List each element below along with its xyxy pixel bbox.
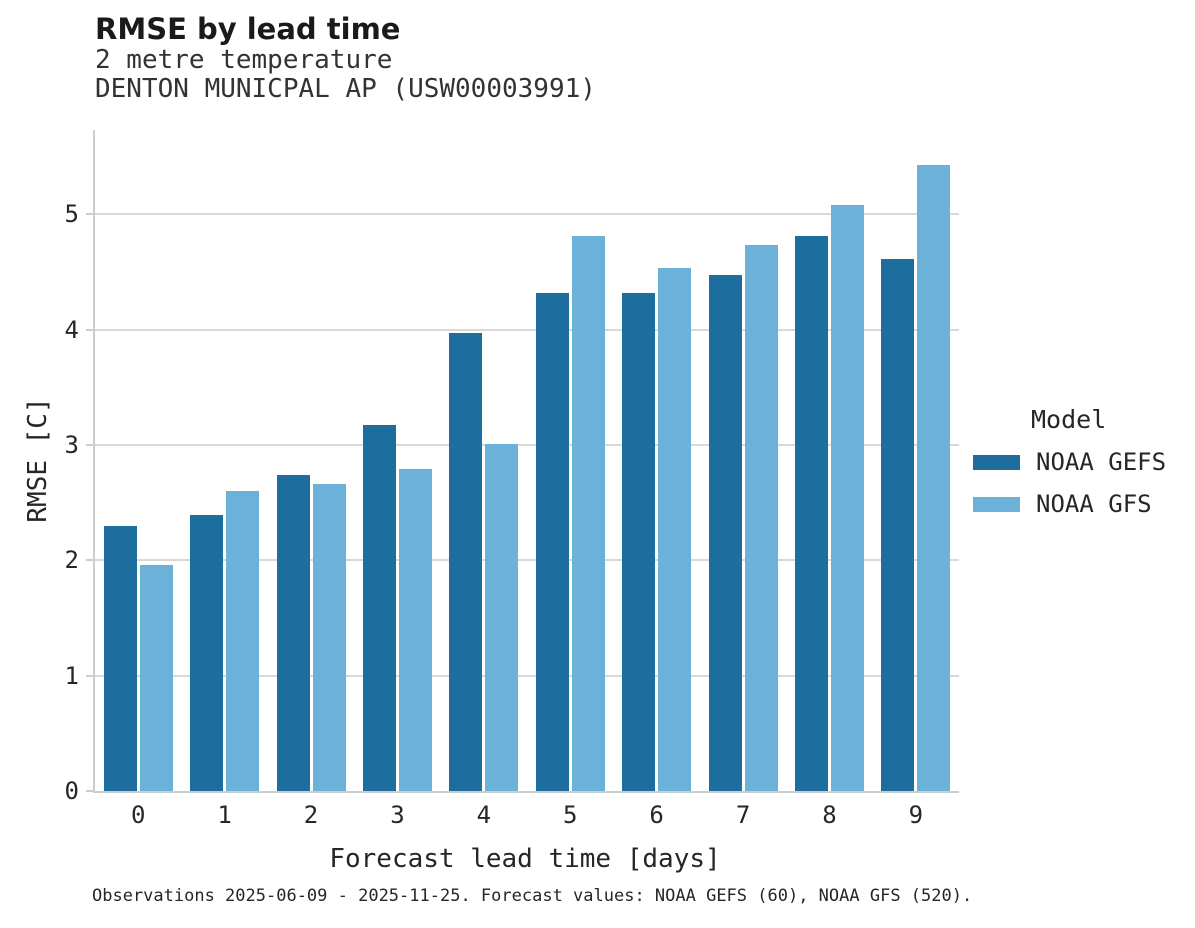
bar-group-day-0: 0 — [95, 130, 181, 827]
bar-noaa-gefs-day-8 — [794, 236, 828, 791]
bar-group-day-9: 9 — [873, 130, 959, 827]
x-tick-label-8: 8 — [822, 801, 837, 829]
bar-noaa-gefs-day-2 — [276, 474, 310, 791]
y-tick-3 — [86, 443, 93, 446]
caption: Observations 2025-06-09 - 2025-11-25. Fo… — [92, 886, 973, 906]
x-tick-label-9: 9 — [908, 801, 924, 829]
chart-title: RMSE by lead time — [95, 12, 401, 46]
bar-noaa-gfs-day-4 — [485, 443, 519, 791]
y-tick-5 — [86, 213, 93, 216]
x-tick-label-7: 7 — [735, 801, 751, 829]
gridline-1 — [95, 674, 959, 677]
y-tick-label-2: 2 — [64, 546, 79, 575]
bar-noaa-gefs-day-4 — [449, 333, 483, 791]
gridline-2 — [95, 559, 959, 562]
bar-noaa-gfs-day-2 — [312, 484, 346, 791]
y-tick-label-1: 1 — [64, 661, 79, 690]
bar-group-day-7: 7 — [700, 130, 786, 827]
bar-noaa-gfs-day-0 — [139, 564, 173, 791]
x-tick-label-5: 5 — [563, 801, 578, 829]
bar-noaa-gefs-day-7 — [708, 275, 742, 791]
chart-subtitle-variable: 2 metre temperature — [95, 45, 393, 75]
x-tick-label-3: 3 — [390, 801, 405, 829]
bar-group-day-8: 8 — [786, 130, 872, 827]
legend: Model NOAA GEFS NOAA GFS — [973, 405, 1166, 518]
bar-group-day-4: 4 — [441, 130, 527, 827]
legend-label-gfs: NOAA GFS — [1036, 490, 1152, 518]
bar-noaa-gefs-day-0 — [103, 525, 137, 791]
bar-group-day-5: 5 — [527, 130, 613, 827]
legend-entry-gfs: NOAA GFS — [973, 490, 1166, 518]
gridline-3 — [95, 443, 959, 446]
bar-group-day-3: 3 — [354, 130, 440, 827]
legend-label-gefs: NOAA GEFS — [1036, 448, 1167, 476]
y-tick-label-5: 5 — [64, 200, 79, 229]
plot-area: 0 1 2 3 4 5 6 7 8 9 0 1 2 3 4 5 — [65, 130, 959, 827]
x-tick-label-1: 1 — [217, 801, 232, 829]
bar-noaa-gfs-day-3 — [398, 469, 432, 791]
y-tick-1 — [86, 674, 93, 677]
bar-noaa-gefs-day-1 — [190, 515, 224, 791]
y-tick-0 — [86, 790, 93, 792]
chart-header: RMSE by lead time 2 metre temperature DE… — [95, 12, 596, 103]
chart-subtitle-station: DENTON MUNICPAL AP (USW00003991) — [95, 73, 596, 104]
bar-group-day-2: 2 — [268, 130, 354, 827]
x-tick-label-2: 2 — [303, 801, 319, 829]
bar-noaa-gefs-day-3 — [362, 425, 396, 791]
bar-noaa-gefs-day-5 — [535, 292, 569, 791]
x-tick-label-6: 6 — [649, 801, 664, 829]
legend-swatch-gfs-icon — [973, 496, 1020, 512]
bars-layer: 0 1 2 3 4 5 6 7 8 9 — [95, 130, 959, 827]
bar-noaa-gfs-day-5 — [571, 236, 605, 791]
y-tick-label-0: 0 — [64, 777, 79, 805]
y-tick-label-4: 4 — [64, 315, 79, 344]
x-axis-label: Forecast lead time [days] — [329, 844, 721, 874]
bar-noaa-gfs-day-8 — [830, 204, 864, 791]
gridline-4 — [95, 328, 959, 331]
legend-entry-gefs: NOAA GEFS — [973, 448, 1166, 476]
y-tick-2 — [86, 559, 93, 562]
legend-title: Model — [1031, 405, 1107, 434]
bar-noaa-gefs-day-6 — [622, 292, 656, 791]
bar-noaa-gfs-day-6 — [658, 268, 692, 791]
bar-noaa-gfs-day-7 — [744, 245, 778, 791]
gridline-5 — [95, 213, 959, 216]
bar-group-day-6: 6 — [613, 130, 699, 827]
x-tick-label-4: 4 — [476, 801, 492, 829]
y-tick-4 — [86, 328, 93, 331]
bar-group-day-1: 1 — [181, 130, 267, 827]
bar-noaa-gfs-day-1 — [226, 491, 260, 791]
bar-noaa-gfs-day-9 — [917, 164, 951, 791]
legend-swatch-gefs-icon — [973, 454, 1020, 470]
y-axis-label: RMSE [C] — [23, 397, 53, 523]
bar-noaa-gefs-day-9 — [881, 259, 915, 791]
y-tick-label-3: 3 — [64, 430, 79, 459]
x-tick-label-0: 0 — [130, 801, 146, 829]
